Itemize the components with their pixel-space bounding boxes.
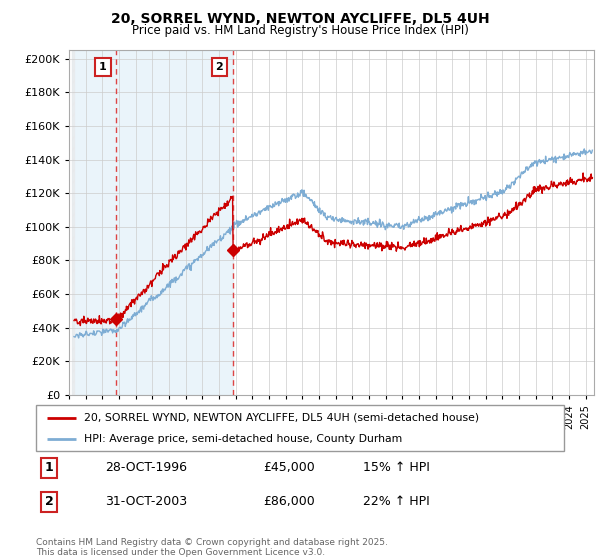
- Text: 20, SORREL WYND, NEWTON AYCLIFFE, DL5 4UH (semi-detached house): 20, SORREL WYND, NEWTON AYCLIFFE, DL5 4U…: [83, 413, 479, 423]
- Text: Contains HM Land Registry data © Crown copyright and database right 2025.
This d: Contains HM Land Registry data © Crown c…: [36, 538, 388, 557]
- Text: 15% ↑ HPI: 15% ↑ HPI: [364, 461, 430, 474]
- Bar: [73, 50, 74, 395]
- Bar: [73, 50, 233, 395]
- Text: 1: 1: [45, 461, 53, 474]
- Text: HPI: Average price, semi-detached house, County Durham: HPI: Average price, semi-detached house,…: [83, 435, 402, 444]
- Text: 31-OCT-2003: 31-OCT-2003: [104, 496, 187, 508]
- Text: £45,000: £45,000: [263, 461, 315, 474]
- Text: Price paid vs. HM Land Registry's House Price Index (HPI): Price paid vs. HM Land Registry's House …: [131, 24, 469, 37]
- Text: 2: 2: [215, 62, 223, 72]
- Text: 20, SORREL WYND, NEWTON AYCLIFFE, DL5 4UH: 20, SORREL WYND, NEWTON AYCLIFFE, DL5 4U…: [110, 12, 490, 26]
- Text: 28-OCT-1996: 28-OCT-1996: [104, 461, 187, 474]
- Text: 1: 1: [99, 62, 107, 72]
- Text: 2: 2: [45, 496, 53, 508]
- Text: £86,000: £86,000: [263, 496, 315, 508]
- Text: 22% ↑ HPI: 22% ↑ HPI: [364, 496, 430, 508]
